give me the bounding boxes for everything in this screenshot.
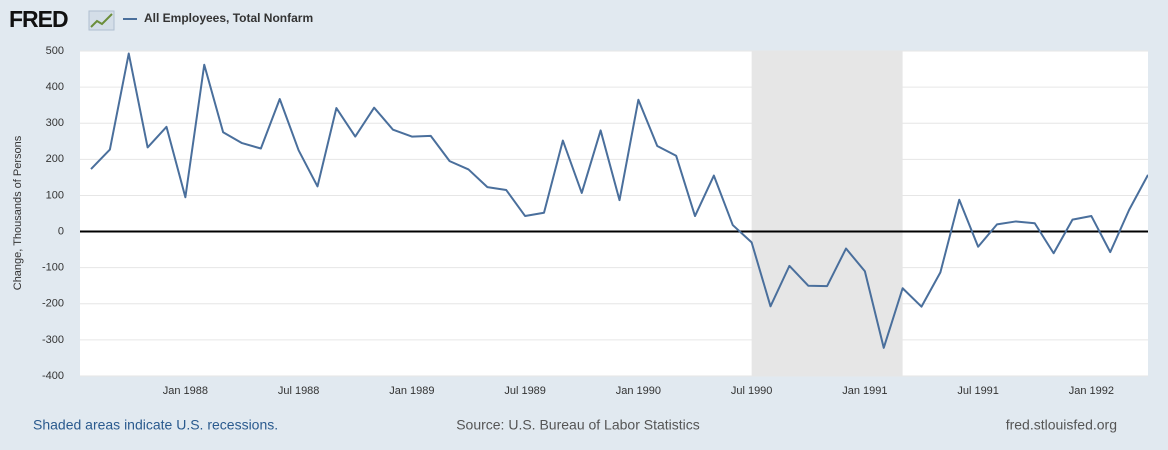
y-tick-label: -100 xyxy=(42,262,64,274)
y-tick-label: -300 xyxy=(42,334,64,346)
x-tick-label: Jan 1992 xyxy=(1069,385,1114,397)
x-tick-label: Jul 1989 xyxy=(504,385,546,397)
y-tick-label: 200 xyxy=(46,153,64,165)
y-axis-label: Change, Thousands of Persons xyxy=(12,135,24,290)
y-tick-label: 300 xyxy=(46,117,64,129)
y-tick-label: 400 xyxy=(46,81,64,93)
logo: FRED xyxy=(9,6,68,32)
plot-area xyxy=(80,51,1148,376)
y-tick-label: -400 xyxy=(42,370,64,382)
y-tick-label: 500 xyxy=(46,45,64,57)
logo-icon xyxy=(88,10,115,31)
series-group xyxy=(90,52,1148,349)
y-tick-label: 100 xyxy=(46,189,64,201)
line-series xyxy=(90,52,1148,349)
y-tick-label: -200 xyxy=(42,298,64,310)
x-tick-label: Jul 1988 xyxy=(278,385,320,397)
x-tick-label: Jul 1990 xyxy=(731,385,773,397)
x-tick-label: Jan 1990 xyxy=(616,385,661,397)
x-tick-label: Jul 1991 xyxy=(957,385,999,397)
footer-source: Source: U.S. Bureau of Labor Statistics xyxy=(456,417,700,433)
x-tick-label: Jan 1989 xyxy=(389,385,434,397)
x-tick-label: Jan 1991 xyxy=(842,385,887,397)
legend-label: All Employees, Total Nonfarm xyxy=(144,11,313,25)
footer-note[interactable]: Shaded areas indicate U.S. recessions. xyxy=(33,417,278,433)
y-tick-label: 0 xyxy=(58,225,64,237)
recession-band xyxy=(751,51,903,376)
x-tick-label: Jan 1988 xyxy=(163,385,208,397)
footer-site[interactable]: fred.stlouisfed.org xyxy=(1006,417,1117,433)
